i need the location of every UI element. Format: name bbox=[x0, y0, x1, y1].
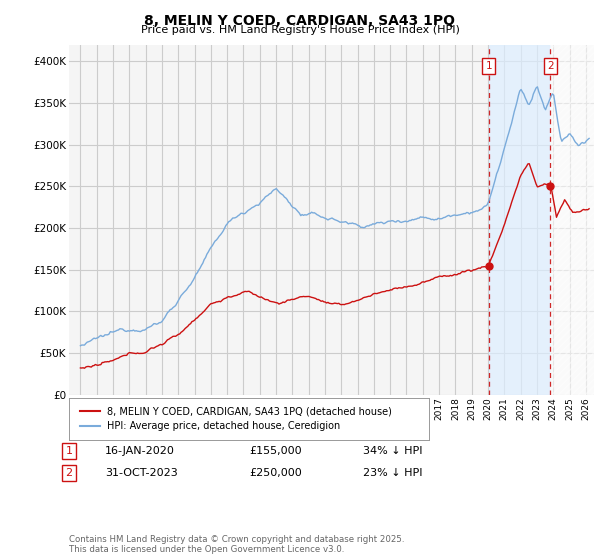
Bar bbox=[550, 45, 594, 395]
Text: Price paid vs. HM Land Registry's House Price Index (HPI): Price paid vs. HM Land Registry's House … bbox=[140, 25, 460, 35]
Legend: 8, MELIN Y COED, CARDIGAN, SA43 1PQ (detached house), HPI: Average price, detach: 8, MELIN Y COED, CARDIGAN, SA43 1PQ (det… bbox=[76, 402, 396, 435]
Text: 1: 1 bbox=[65, 446, 73, 456]
Text: 2: 2 bbox=[65, 468, 73, 478]
Text: 1: 1 bbox=[485, 60, 492, 71]
Text: £250,000: £250,000 bbox=[249, 468, 302, 478]
Text: 34% ↓ HPI: 34% ↓ HPI bbox=[363, 446, 422, 456]
Text: Contains HM Land Registry data © Crown copyright and database right 2025.
This d: Contains HM Land Registry data © Crown c… bbox=[69, 535, 404, 554]
Text: 8, MELIN Y COED, CARDIGAN, SA43 1PQ: 8, MELIN Y COED, CARDIGAN, SA43 1PQ bbox=[145, 14, 455, 28]
Text: 16-JAN-2020: 16-JAN-2020 bbox=[105, 446, 175, 456]
Text: 23% ↓ HPI: 23% ↓ HPI bbox=[363, 468, 422, 478]
Text: 2: 2 bbox=[547, 60, 554, 71]
Text: 31-OCT-2023: 31-OCT-2023 bbox=[105, 468, 178, 478]
Bar bbox=[488, 45, 550, 395]
Text: £155,000: £155,000 bbox=[249, 446, 302, 456]
